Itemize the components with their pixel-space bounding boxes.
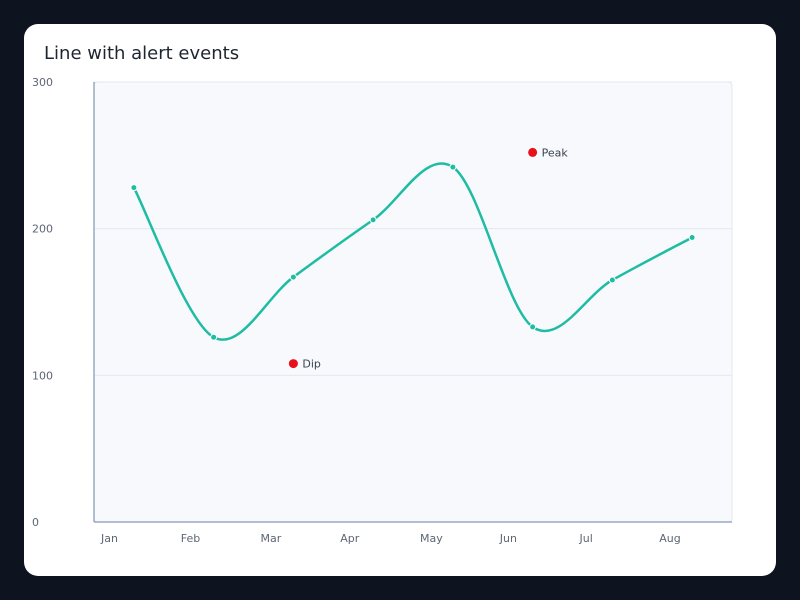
x-tick-label: Feb — [181, 532, 200, 545]
x-tick-label: Jul — [579, 532, 593, 545]
data-point — [369, 216, 377, 224]
x-tick-label: May — [420, 532, 443, 545]
grid-lines — [94, 81, 732, 376]
data-point — [688, 233, 696, 241]
chart-title: Line with alert events — [44, 43, 240, 64]
plot-area — [93, 81, 733, 523]
x-tick-label: Aug — [659, 532, 680, 545]
x-tick-label: Jun — [499, 532, 517, 545]
x-tick-label: Mar — [261, 532, 282, 545]
alert-event-label: Dip — [302, 358, 321, 371]
alert-event-marker — [528, 147, 538, 157]
alert-events: Dip Peak — [288, 146, 569, 371]
data-point — [210, 333, 218, 341]
axes — [93, 82, 732, 523]
y-axis-tick-labels: 0 100 200 300 — [32, 76, 53, 529]
alert-event-marker — [288, 359, 298, 369]
data-point — [449, 163, 457, 171]
data-point — [289, 273, 297, 281]
y-tick-label: 300 — [32, 76, 53, 89]
series-layer — [130, 162, 696, 341]
y-tick-label: 100 — [32, 369, 53, 382]
data-point — [529, 323, 537, 331]
x-axis-tick-labels: Jan Feb Mar Apr May Jun Jul Aug — [100, 532, 681, 545]
y-tick-label: 0 — [32, 516, 39, 529]
data-point — [608, 276, 616, 284]
x-tick-label: Apr — [340, 532, 360, 545]
x-tick-label: Jan — [100, 532, 118, 545]
y-tick-label: 200 — [32, 223, 53, 236]
data-point — [130, 184, 138, 192]
alert-event-label: Peak — [542, 146, 569, 159]
